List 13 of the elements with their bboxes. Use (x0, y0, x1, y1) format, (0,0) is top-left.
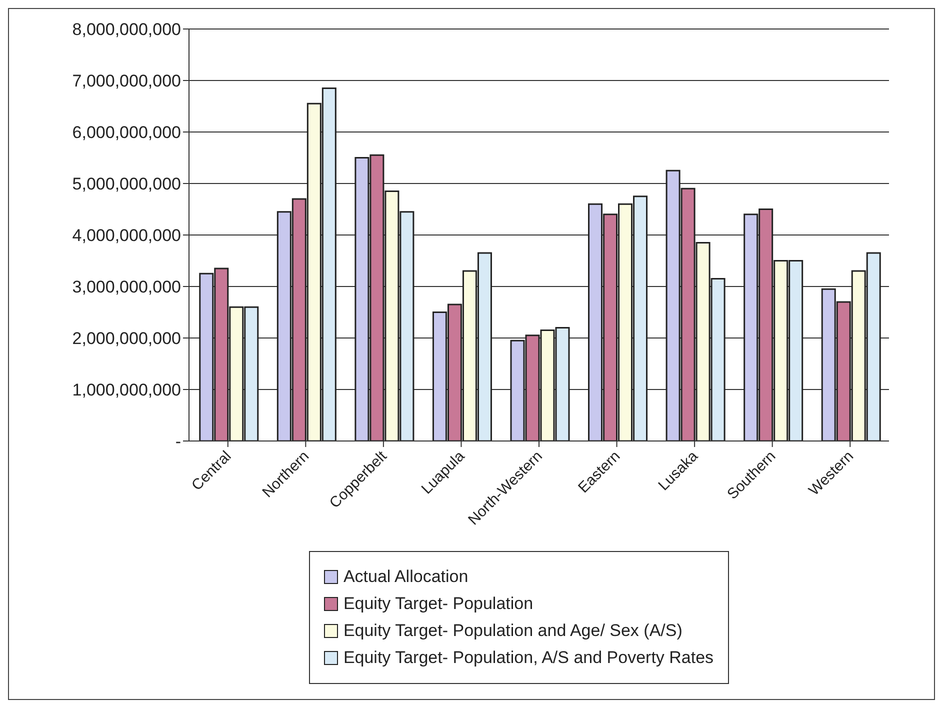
y-tick-label: 6,000,000,000 (72, 123, 181, 142)
y-tick-label: 8,000,000,000 (72, 20, 181, 40)
y-tick-label: 3,000,000,000 (72, 278, 181, 297)
y-tick-label: 5,000,000,000 (72, 174, 181, 194)
legend-label: Actual Allocation (343, 567, 468, 587)
legend-label: Equity Target- Population, A/S and Poverty Rates (343, 648, 714, 668)
y-tick-label: - (175, 432, 181, 452)
legend-label: Equity Target- Population (343, 594, 534, 614)
legend-label: Equity Target- Population and Age/ Sex (A/S) (343, 621, 682, 641)
y-tick-label: 2,000,000,000 (72, 329, 181, 348)
y-tick-label: 7,000,000,000 (72, 72, 181, 91)
y-tick-label: 4,000,000,000 (72, 226, 181, 246)
y-tick-label: 1,000,000,000 (72, 380, 181, 400)
